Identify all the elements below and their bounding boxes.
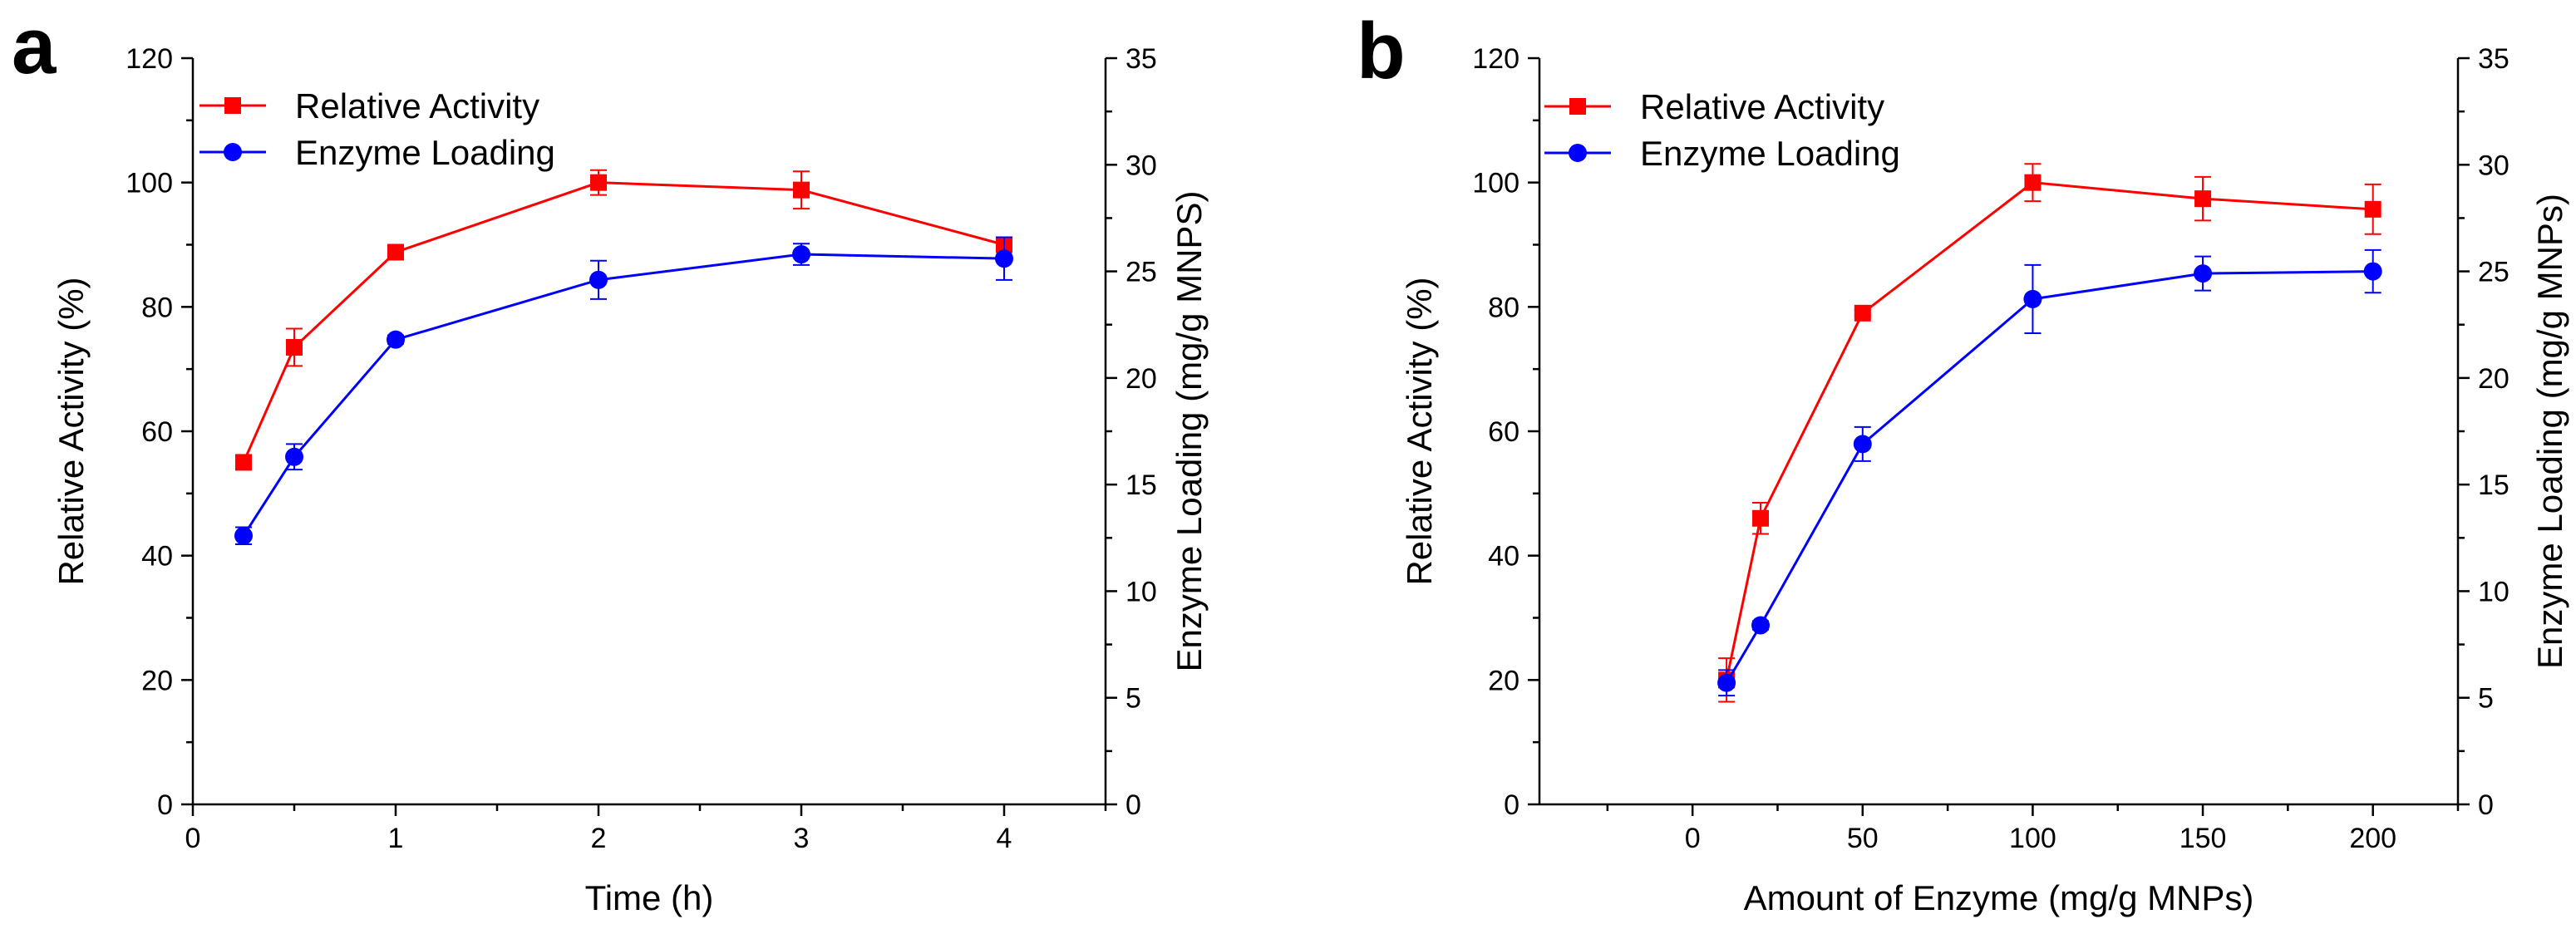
y-right-tick-label: 15 [1125, 469, 1157, 501]
y-left-tick-label: 20 [141, 665, 173, 696]
x-tick-label: 100 [2009, 823, 2056, 854]
data-point [1752, 509, 1770, 527]
data-point [2194, 264, 2213, 283]
panel-label: a [12, 2, 57, 91]
y-right-tick-label: 5 [2478, 683, 2494, 715]
data-point [2363, 262, 2382, 281]
series-line [242, 181, 1005, 464]
data-point [792, 245, 810, 264]
data-point [589, 270, 608, 289]
y-right-tick-label: 30 [1125, 150, 1157, 181]
x-tick-label: 2 [591, 823, 607, 854]
y-left-tick-label: 100 [1472, 168, 1519, 199]
y-axis-right-title: Enzyme Loading (mg/g MNPs) [2530, 194, 2569, 669]
y-right-tick-label: 20 [2478, 363, 2510, 395]
y-left-tick-label: 40 [1488, 541, 1519, 573]
data-point [2024, 174, 2042, 191]
series-relative-activity [235, 169, 1012, 471]
series-line [1725, 181, 2373, 681]
series-enzyme-loading [234, 236, 1013, 545]
x-tick-label: 3 [794, 823, 810, 854]
x-tick-label: 200 [2349, 823, 2396, 854]
y-right-tick-label: 0 [2478, 789, 2494, 821]
panel-b: b 0 50 100 150 200 0 20 40 60 80 100 120 0 5 10 15 20 25 30… [1357, 7, 2569, 917]
x-tick-label: 0 [185, 823, 201, 854]
y-right-tick-label: 35 [2478, 43, 2510, 75]
y-left-tick-label: 60 [141, 416, 173, 448]
x-tick-label: 0 [1685, 823, 1701, 854]
y-left-tick-label: 20 [1488, 665, 1519, 696]
legend-label: Enzyme Loading [1640, 134, 1900, 173]
y-left-tick-label: 80 [1488, 292, 1519, 323]
legend-swatch-marker [1569, 144, 1587, 162]
legend-label: Enzyme Loading [295, 133, 555, 172]
series-line [1725, 270, 2373, 684]
y-right-tick-label: 25 [1125, 257, 1157, 288]
legend-label: Relative Activity [1640, 87, 1884, 126]
data-point [1751, 616, 1771, 635]
legend-swatch-marker [224, 143, 242, 161]
data-point [793, 181, 810, 199]
y-right-tick-label: 30 [2478, 150, 2510, 181]
y-axis-left-title: Relative Activity (%) [1400, 277, 1439, 585]
legend: Relative Activity Enzyme Loading [199, 86, 555, 172]
y-left-tick-label: 60 [1488, 416, 1519, 448]
y-left-tick-label: 40 [141, 541, 173, 573]
legend-swatch-marker [224, 97, 241, 114]
data-point [1854, 304, 1871, 322]
data-point [2023, 289, 2042, 308]
panel-label: b [1357, 7, 1406, 96]
y-right-tick-label: 35 [1125, 43, 1157, 75]
y-right-tick-label: 20 [1125, 363, 1157, 395]
series-relative-activity [1718, 163, 2381, 703]
x-axis-title: Amount of Enzyme (mg/g MNPs) [1744, 878, 2254, 917]
y-right-tick-label: 15 [2478, 469, 2510, 501]
y-axis-right-title: Enzyme Loading (mg/g MNPS) [1170, 191, 1209, 672]
y-axis-left-title: Relative Activity (%) [52, 277, 91, 585]
series-line [242, 253, 1005, 537]
data-point [590, 174, 607, 191]
y-left-tick-label: 0 [1504, 789, 1519, 821]
data-point [387, 330, 405, 349]
x-tick-label: 150 [2180, 823, 2227, 854]
legend-label: Relative Activity [295, 86, 539, 125]
legend-swatch-marker [1569, 98, 1586, 115]
x-axis-title: Time (h) [585, 878, 714, 917]
y-left-tick-label: 120 [126, 43, 173, 75]
data-point [387, 243, 404, 261]
y-left-tick-label: 0 [157, 789, 173, 821]
y-right-tick-label: 10 [1125, 576, 1157, 607]
data-point [2364, 200, 2381, 218]
y-right-tick-label: 5 [1125, 683, 1141, 715]
y-right-tick-label: 10 [2478, 576, 2510, 607]
legend: Relative Activity Enzyme Loading [1544, 87, 1900, 173]
data-point [234, 526, 253, 545]
data-point [285, 447, 303, 466]
x-tick-label: 4 [997, 823, 1012, 854]
data-point [235, 454, 252, 471]
data-point [1717, 673, 1736, 692]
y-left-tick-label: 80 [141, 292, 173, 323]
y-right-tick-label: 0 [1125, 789, 1141, 821]
data-point [1853, 435, 1872, 454]
y-left-tick-label: 100 [126, 168, 173, 199]
x-tick-label: 1 [388, 823, 404, 854]
series-enzyme-loading [1717, 248, 2382, 697]
y-right-tick-label: 25 [2478, 257, 2510, 288]
data-point [286, 338, 303, 356]
x-tick-label: 50 [1847, 823, 1879, 854]
data-point [995, 249, 1013, 268]
panel-a: a0 1 2 3 402040608010012005101520253035Time … [12, 2, 1209, 917]
data-point [2194, 190, 2212, 208]
y-left-tick-label: 120 [1472, 43, 1519, 75]
